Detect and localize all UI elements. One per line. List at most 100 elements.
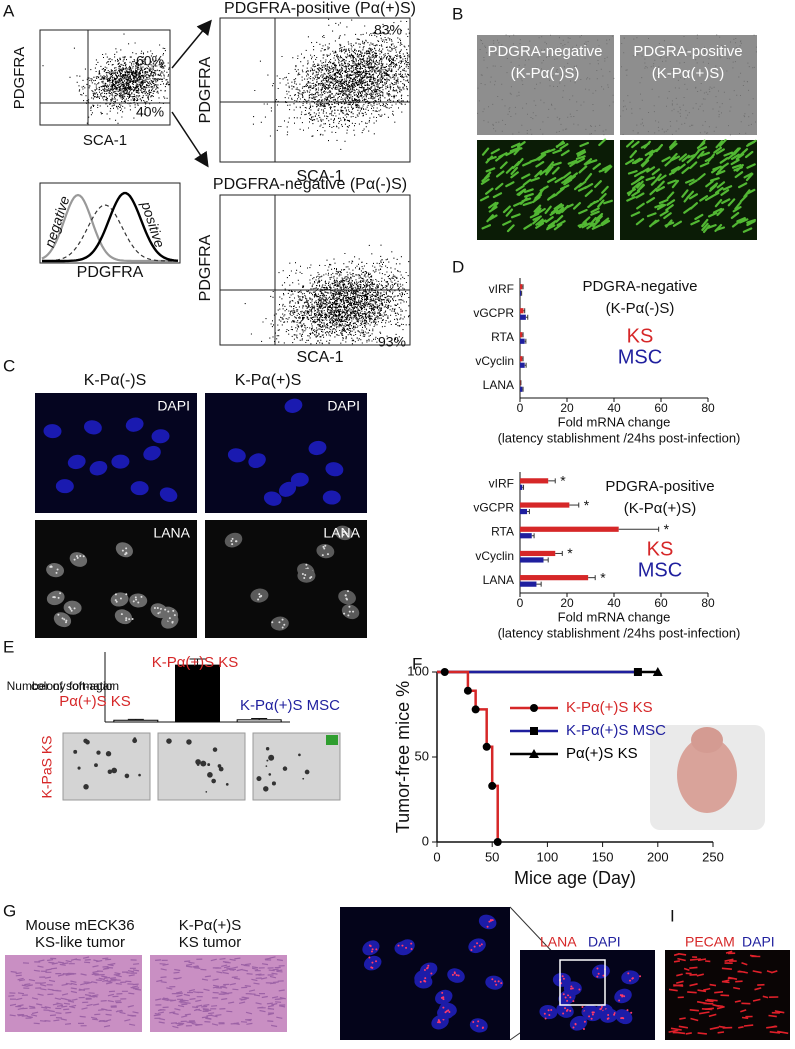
lana-dot — [114, 599, 117, 602]
label: 93% — [378, 334, 406, 350]
stain-label: DAPI — [742, 934, 775, 950]
lana-dot — [344, 594, 347, 597]
lana-dot — [591, 1011, 594, 1014]
lana-dot — [444, 1011, 447, 1014]
lana-dot — [613, 1013, 616, 1016]
lana-dot — [588, 1015, 591, 1018]
nucleus — [111, 454, 130, 469]
gfp-cells — [625, 138, 757, 233]
lana-dot — [606, 1017, 609, 1020]
lana-dot — [271, 621, 274, 624]
lana-dot — [235, 540, 238, 543]
axis-label: Fold mRNA change — [558, 609, 671, 624]
lana-dot — [257, 598, 260, 601]
lana-dot — [73, 558, 76, 561]
lana-dot — [342, 533, 345, 536]
scatter-cloud — [252, 18, 410, 150]
lana-dot — [278, 621, 281, 624]
bar — [520, 338, 525, 344]
nucleus — [227, 448, 246, 463]
y-tick-label: vIRF — [489, 476, 514, 490]
lana-dot — [371, 948, 374, 951]
lana-dot — [125, 551, 128, 554]
lana-dot — [597, 972, 600, 975]
legend-entry: Pα(+)S KS — [566, 745, 638, 762]
lana-dot — [61, 617, 64, 620]
lana-dot — [550, 1008, 553, 1011]
lana-dot — [125, 619, 128, 622]
lana-dot — [470, 948, 473, 951]
y-tick-label: 100 — [407, 663, 429, 678]
colony — [263, 786, 269, 792]
lana-dot — [566, 999, 569, 1002]
lana-dot — [618, 999, 621, 1002]
colony — [266, 759, 269, 762]
nucleus — [334, 525, 353, 541]
lana-dot — [581, 1006, 584, 1009]
nucleus — [468, 938, 486, 954]
image-caption: LANA — [153, 525, 190, 541]
colony — [196, 762, 200, 765]
x-tick-label: 80 — [701, 596, 715, 610]
nucleus — [250, 588, 269, 603]
bar — [520, 308, 524, 314]
category-label: K-Pα(+)S MSC — [240, 697, 340, 714]
lana-dot — [602, 974, 605, 977]
legend-marker — [530, 727, 538, 735]
lana-dot — [397, 944, 400, 947]
lana-dot — [344, 530, 347, 533]
lana-dot — [322, 545, 325, 548]
bar — [520, 575, 589, 581]
lana-dot — [281, 618, 284, 621]
plot-title: PDGFRA-negative (Pα(-)S) — [213, 176, 407, 193]
lana-dot — [164, 608, 167, 611]
marker — [482, 742, 491, 751]
histogram-curve — [42, 191, 179, 263]
label: KS tumor — [179, 934, 242, 951]
bar — [520, 478, 549, 484]
x-tick-label: 50 — [485, 849, 499, 864]
stain-label: LANA — [540, 934, 577, 950]
micrograph — [520, 950, 655, 1040]
colony — [138, 773, 141, 777]
marker — [493, 838, 502, 846]
lana-dot — [491, 978, 494, 981]
marker — [488, 781, 497, 790]
colony — [304, 769, 310, 775]
nucleus — [325, 462, 344, 477]
legend-entry: MSC — [618, 346, 662, 368]
colony — [265, 765, 268, 767]
bar — [520, 484, 523, 490]
plot-title: PDGFRA-positive (Pα(+)S) — [224, 0, 416, 17]
colony — [218, 766, 224, 772]
lana-dot — [451, 973, 454, 976]
bar — [520, 290, 522, 296]
legend-entry: KS — [627, 325, 654, 347]
micrograph — [620, 35, 757, 135]
nucleus — [397, 939, 415, 955]
lana-dot — [476, 942, 479, 945]
lana-dot — [321, 554, 324, 557]
lana-dot — [160, 608, 163, 611]
lana-dot — [567, 994, 570, 997]
lana-dot — [423, 980, 426, 983]
nucleus — [83, 420, 102, 435]
lana-dot — [410, 948, 413, 951]
lana-dot — [572, 1026, 575, 1029]
axis-label: PDGFRA — [197, 234, 214, 301]
lana-dot — [56, 568, 59, 571]
histogram-curve — [42, 204, 178, 262]
lana-dot — [453, 971, 456, 974]
lana-dot — [627, 972, 630, 975]
significance: * — [584, 497, 590, 513]
lana-dot — [231, 543, 234, 546]
colony — [96, 750, 101, 755]
image-caption: DAPI — [157, 398, 190, 414]
lana-dot — [491, 919, 494, 922]
lana-dot — [591, 1013, 594, 1016]
y-tick-label: vIRF — [489, 282, 514, 296]
nucleus — [130, 481, 149, 496]
y-tick-label: 50 — [415, 748, 429, 763]
lana-dot — [283, 623, 286, 626]
lana-dot — [621, 1016, 624, 1019]
